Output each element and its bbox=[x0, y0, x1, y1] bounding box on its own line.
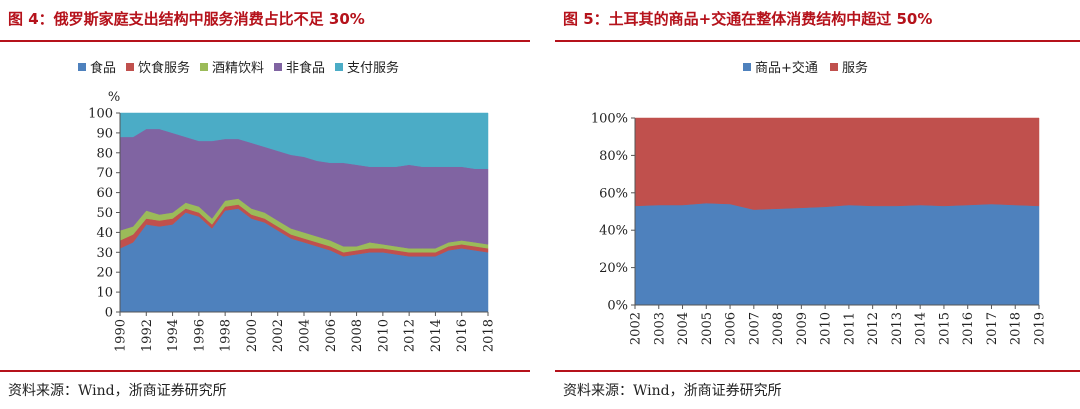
x-tick-label: 2013 bbox=[890, 312, 905, 345]
x-tick-label: 2018 bbox=[1009, 312, 1024, 345]
x-tick-label: 2005 bbox=[700, 312, 715, 345]
title-rule bbox=[555, 40, 1080, 42]
x-tick-label: 2002 bbox=[629, 312, 644, 345]
x-tick-label: 2010 bbox=[819, 312, 834, 345]
area-series-4 bbox=[119, 112, 489, 169]
x-tick-label: 2016 bbox=[961, 312, 976, 345]
y-tick-label: 30 bbox=[96, 246, 113, 261]
x-tick-label: 1990 bbox=[114, 319, 129, 352]
x-tick-label: 2007 bbox=[747, 312, 762, 345]
legend-label-1: 服务 bbox=[842, 60, 868, 76]
legend-label-0: 食品 bbox=[90, 60, 116, 76]
x-tick-label: 1996 bbox=[192, 319, 207, 352]
x-tick-label: 1998 bbox=[219, 319, 234, 352]
y-tick-label: 60 bbox=[96, 186, 113, 201]
y-tick-label: 0 bbox=[105, 306, 113, 321]
y-tick-label: 10 bbox=[96, 286, 113, 301]
y-tick-label: 0% bbox=[607, 299, 628, 314]
x-tick-label: 2011 bbox=[842, 312, 857, 345]
x-tick-label: 1994 bbox=[166, 319, 181, 352]
legend-swatch-0 bbox=[743, 63, 751, 71]
chart-panel-turkey: 图 5：土耳其的商品+交通在整体消费结构中超过 50% 0% 20% 40% 60% 8… bbox=[555, 0, 1080, 409]
x-tick-label: 2014 bbox=[429, 319, 444, 352]
y-tick-label: 80 bbox=[96, 146, 113, 161]
y-tick-label: 20% bbox=[599, 261, 628, 276]
x-tick-label: 2018 bbox=[482, 319, 497, 352]
x-tick-label: 2002 bbox=[271, 319, 286, 352]
title-rule bbox=[0, 40, 530, 42]
y-tick-label: 70 bbox=[96, 166, 113, 181]
legend-swatch-1 bbox=[830, 63, 838, 71]
legend-label-4: 支付服务 bbox=[347, 60, 399, 76]
x-tick-label: 2000 bbox=[245, 319, 260, 352]
y-tick-label: 40% bbox=[599, 224, 628, 239]
legend-label-3: 非食品 bbox=[286, 60, 325, 76]
x-tick-label: 2006 bbox=[324, 319, 339, 352]
x-tick-label: 2004 bbox=[298, 319, 313, 352]
x-tick-label: 2003 bbox=[652, 312, 667, 345]
legend-label-1: 饮食服务 bbox=[138, 60, 190, 76]
x-tick-label: 2009 bbox=[795, 312, 810, 345]
legend-swatch-1 bbox=[126, 63, 134, 71]
x-tick-label: 2015 bbox=[937, 312, 952, 345]
legend-label-2: 酒精饮料 bbox=[212, 61, 264, 76]
y-tick-label: 60% bbox=[599, 186, 628, 201]
y-tick-label: 80% bbox=[599, 149, 628, 164]
x-tick-label: 2012 bbox=[403, 319, 418, 352]
x-tick-label: 2010 bbox=[376, 319, 391, 352]
x-tick-label: 2017 bbox=[985, 312, 1000, 345]
x-tick-label: 2016 bbox=[455, 319, 470, 352]
chart-title: 图 5：土耳其的商品+交通在整体消费结构中超过 50% bbox=[563, 10, 933, 28]
x-tick-label: 2012 bbox=[866, 312, 881, 345]
area-series-0 bbox=[634, 202, 1040, 306]
x-tick-label: 2014 bbox=[914, 312, 929, 345]
area-series-1 bbox=[634, 117, 1040, 210]
x-tick-label: 2008 bbox=[771, 312, 786, 345]
y-tick-label: 100% bbox=[591, 112, 628, 127]
source-rule bbox=[555, 370, 1080, 372]
x-tick-label: 2004 bbox=[676, 312, 691, 345]
y-tick-label: 40 bbox=[96, 226, 113, 241]
stacked-area-chart-turkey: 0% 20% 40% 60% 80% 100% 2002 2003 2004 2005 2006 20… bbox=[591, 60, 1048, 345]
x-tick-label: 2006 bbox=[724, 312, 739, 345]
stacked-area-chart-russia: 0 10 20 30 40 50 60 70 80 90 100 1990 1992 1994 1996 19… bbox=[78, 60, 497, 352]
chart-panel-russia: 图 4：俄罗斯家庭支出结构中服务消费占比不足 30% 0 10 20 30 40 50 60… bbox=[0, 0, 530, 409]
y-tick-label: 90 bbox=[96, 126, 113, 141]
source-note: 资料来源：Wind，浙商证券研究所 bbox=[8, 383, 227, 399]
y-tick-label: 50 bbox=[96, 206, 113, 221]
chart-title: 图 4：俄罗斯家庭支出结构中服务消费占比不足 30% bbox=[8, 10, 365, 28]
x-tick-label: 1992 bbox=[140, 319, 155, 352]
x-tick-label: 2019 bbox=[1033, 312, 1048, 345]
y-axis-unit-label: % bbox=[108, 90, 120, 105]
y-tick-label: 100 bbox=[88, 107, 113, 122]
legend-swatch-3 bbox=[274, 63, 282, 71]
source-note: 资料来源：Wind，浙商证券研究所 bbox=[563, 383, 782, 399]
legend-swatch-2 bbox=[200, 63, 208, 71]
legend-swatch-0 bbox=[78, 63, 86, 71]
source-rule bbox=[0, 370, 530, 372]
x-tick-label: 2008 bbox=[350, 319, 365, 352]
y-tick-label: 20 bbox=[96, 266, 113, 281]
legend-label-0: 商品+交通 bbox=[755, 60, 818, 76]
legend-swatch-4 bbox=[335, 63, 343, 71]
